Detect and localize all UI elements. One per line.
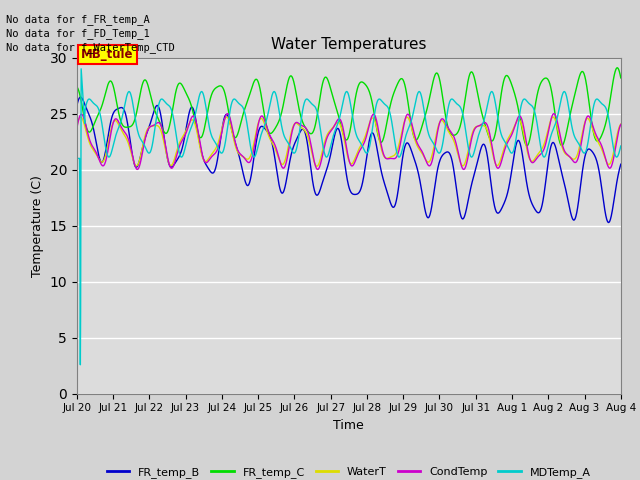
CondTemp <box>323 134 331 140</box>
WaterT <box>100 156 108 162</box>
Text: No data for f_FD_Temp_1: No data for f_FD_Temp_1 <box>6 28 150 39</box>
FR_temp_B <box>601 208 609 214</box>
Line: FR_temp_B: FR_temp_B <box>77 97 621 223</box>
FR_temp_B <box>77 94 84 100</box>
FR_temp_B <box>73 103 81 109</box>
MDTemp_A <box>338 105 346 110</box>
FR_temp_B <box>602 210 609 216</box>
WaterT <box>338 126 346 132</box>
FR_temp_B <box>502 197 509 203</box>
Y-axis label: Temperature (C): Temperature (C) <box>31 175 44 276</box>
MDTemp_A <box>502 140 509 146</box>
CondTemp <box>314 167 321 172</box>
FR_temp_B <box>323 165 331 171</box>
FR_temp_C <box>337 124 345 130</box>
CondTemp <box>550 111 557 117</box>
CondTemp <box>502 145 509 151</box>
Text: MB_tule: MB_tule <box>81 48 134 60</box>
CondTemp <box>100 161 108 167</box>
Line: FR_temp_C: FR_temp_C <box>77 68 621 146</box>
WaterT <box>602 156 609 162</box>
FR_temp_B <box>101 152 109 158</box>
CondTemp <box>73 125 81 131</box>
CondTemp <box>617 121 625 127</box>
FR_temp_C <box>323 75 331 81</box>
Title: Water Temperatures: Water Temperatures <box>271 37 426 52</box>
FR_temp_C <box>523 143 531 149</box>
WaterT <box>313 163 321 169</box>
FR_temp_B <box>617 161 625 167</box>
CondTemp <box>338 120 346 125</box>
Text: No data for f_WaterTemp_CTD: No data for f_WaterTemp_CTD <box>6 42 175 53</box>
FR_temp_B <box>338 138 346 144</box>
MDTemp_A <box>101 142 109 147</box>
WaterT <box>602 156 609 162</box>
Line: CondTemp: CondTemp <box>77 114 621 169</box>
Text: No data for f_FR_temp_A: No data for f_FR_temp_A <box>6 13 150 24</box>
MDTemp_A <box>77 66 85 72</box>
WaterT <box>73 123 81 129</box>
Line: MDTemp_A: MDTemp_A <box>77 69 621 365</box>
FR_temp_C <box>602 122 609 128</box>
Line: WaterT: WaterT <box>77 117 621 166</box>
MDTemp_A <box>602 104 609 110</box>
WaterT <box>617 121 625 127</box>
FR_temp_C <box>601 123 609 129</box>
MDTemp_A <box>77 362 84 368</box>
FR_temp_C <box>613 65 621 71</box>
WaterT <box>502 141 509 147</box>
FR_temp_C <box>617 75 625 81</box>
FR_temp_C <box>100 94 108 99</box>
MDTemp_A <box>617 143 625 149</box>
CondTemp <box>602 155 609 161</box>
FR_temp_C <box>501 74 509 80</box>
WaterT <box>549 114 557 120</box>
CondTemp <box>602 156 609 162</box>
MDTemp_A <box>73 156 81 161</box>
MDTemp_A <box>324 154 332 159</box>
WaterT <box>323 132 331 138</box>
MDTemp_A <box>602 105 609 110</box>
FR_temp_C <box>73 84 81 90</box>
X-axis label: Time: Time <box>333 419 364 432</box>
Legend: FR_temp_B, FR_temp_C, WaterT, CondTemp, MDTemp_A: FR_temp_B, FR_temp_C, WaterT, CondTemp, … <box>102 462 595 480</box>
FR_temp_B <box>605 220 612 226</box>
